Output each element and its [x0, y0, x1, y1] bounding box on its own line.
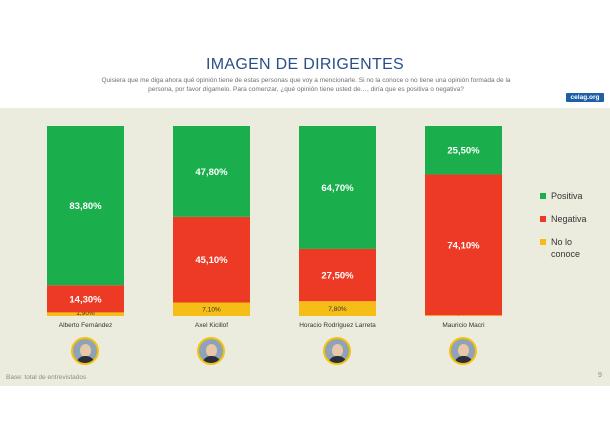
data-label-negativa-horacio-rodriguez-larreta: 27,50% — [321, 271, 354, 282]
bar-negativa-axel-kicillof — [173, 216, 250, 303]
bar-negativa-mauricio-macri — [425, 174, 502, 316]
bar-no-lo-conoce-axel-kicillof — [173, 302, 250, 316]
avatar-horacio-rodriguez-larreta — [323, 337, 351, 365]
legend-swatch-positiva — [540, 193, 546, 199]
bar-no-lo-conoce-alberto-fernandez — [47, 312, 124, 316]
legend-item-positiva: Positiva — [540, 190, 606, 202]
data-label-no-lo-conoce-axel-kicillof: 7,10% — [202, 307, 221, 314]
category-label-alberto-fernandez: Alberto Fernández — [59, 322, 112, 329]
bar-no-lo-conoce-mauricio-macri — [425, 315, 502, 316]
person-icon — [202, 356, 221, 363]
face-icon — [206, 344, 217, 357]
face-icon — [332, 344, 343, 357]
person-icon — [76, 356, 95, 363]
data-label-no-lo-conoce-horacio-rodriguez-larreta: 7,80% — [328, 306, 347, 313]
data-label-positiva-axel-kicillof: 47,80% — [195, 167, 228, 178]
face-icon — [458, 344, 469, 357]
person-icon — [454, 356, 473, 363]
page-number: 9 — [598, 372, 602, 379]
legend-swatch-no-lo-conoce — [540, 239, 546, 245]
data-label-negativa-axel-kicillof: 45,10% — [195, 255, 228, 266]
stacked-bar-chart: 1,90% 14,30% 83,80% Alberto Fernández 7,10% 4… — [47, 126, 502, 329]
category-label-axel-kicillof: Axel Kicillof — [195, 322, 228, 329]
data-label-positiva-alberto-fernandez: 83,80% — [69, 201, 102, 212]
slide-subtitle: Quisiera que me diga ahora qué opinión t… — [101, 77, 511, 93]
category-label-mauricio-macri: Mauricio Macri — [442, 322, 484, 329]
chart-legend: Positiva Negativa No lo conoce — [540, 190, 606, 271]
legend-label-no-lo-conoce: No lo conoce — [551, 237, 581, 259]
data-label-positiva-horacio-rodriguez-larreta: 64,70% — [321, 183, 354, 194]
face-icon — [80, 344, 91, 357]
bar-positiva-mauricio-macri — [425, 126, 502, 175]
legend-label-negativa: Negativa — [551, 214, 587, 224]
legend-label-positiva: Positiva — [551, 191, 583, 201]
person-icon — [328, 356, 347, 363]
bar-no-lo-conoce-horacio-rodriguez-larreta — [299, 301, 376, 316]
bar-negativa-horacio-rodriguez-larreta — [299, 248, 376, 302]
base-note: Base: total de entrevistados — [6, 374, 87, 381]
data-label-negativa-alberto-fernandez: 14,30% — [69, 294, 102, 305]
legend-item-no-lo-conoce: No lo conoce — [540, 236, 606, 260]
avatar-axel-kicillof — [197, 337, 225, 365]
slide-title: IMAGEN DE DIRIGENTES — [205, 56, 405, 73]
avatar-alberto-fernandez — [71, 337, 99, 365]
avatar-mauricio-macri — [449, 337, 477, 365]
celag-logo: celag.org — [566, 93, 604, 102]
data-label-negativa-mauricio-macri: 74,10% — [447, 240, 480, 251]
category-label-horacio-rodriguez-larreta: Horacio Rodríguez Larreta — [299, 322, 376, 329]
slide-header: IMAGEN DE DIRIGENTES Quisiera que me dig… — [0, 40, 610, 108]
bar-negativa-alberto-fernandez — [47, 285, 124, 313]
data-label-no-lo-conoce-alberto-fernandez: 1,90% — [76, 310, 95, 317]
legend-item-negativa: Negativa — [540, 213, 606, 225]
bar-positiva-horacio-rodriguez-larreta — [299, 126, 376, 249]
data-label-positiva-mauricio-macri: 25,50% — [447, 146, 480, 157]
bar-positiva-axel-kicillof — [173, 126, 250, 217]
legend-swatch-negativa — [540, 216, 546, 222]
bar-positiva-alberto-fernandez — [47, 126, 124, 286]
